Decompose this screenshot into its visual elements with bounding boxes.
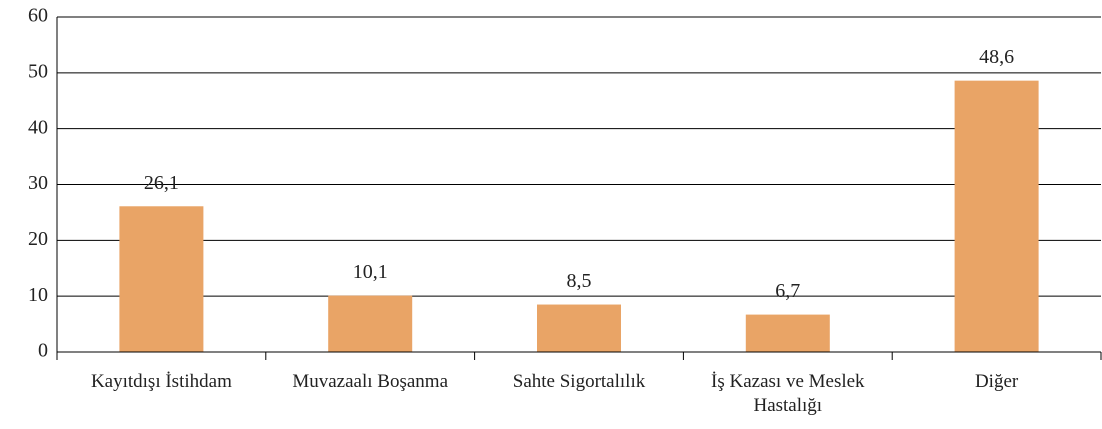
x-tick-label: Kayıtdışı İstihdam: [90, 371, 232, 392]
y-tick-label: 20: [28, 228, 48, 250]
x-tick-label: Sahte Sigortalılık: [512, 371, 646, 392]
x-tick-label: Diğer: [974, 371, 1019, 392]
x-tick-label: İş Kazası ve Meslek Hastalığı: [711, 371, 865, 416]
y-tick-label: 40: [28, 116, 48, 138]
data-label: 26,1: [144, 172, 179, 194]
y-tick-label: 50: [28, 60, 48, 82]
data-label: 10,1: [353, 261, 388, 283]
bar: [954, 80, 1039, 353]
y-tick-label: 30: [28, 172, 48, 194]
x-tick-label: Muvazaalı Boşanma: [292, 371, 449, 392]
data-label: 8,5: [567, 270, 592, 292]
y-tick-label: 60: [28, 5, 48, 27]
bar: [119, 206, 204, 352]
y-tick-label: 10: [28, 284, 48, 306]
data-label: 48,6: [979, 46, 1014, 68]
bar: [537, 304, 621, 352]
bar: [745, 314, 830, 352]
data-label: 6,7: [775, 280, 800, 302]
y-tick-label: 0: [38, 340, 48, 362]
bar: [328, 295, 413, 352]
